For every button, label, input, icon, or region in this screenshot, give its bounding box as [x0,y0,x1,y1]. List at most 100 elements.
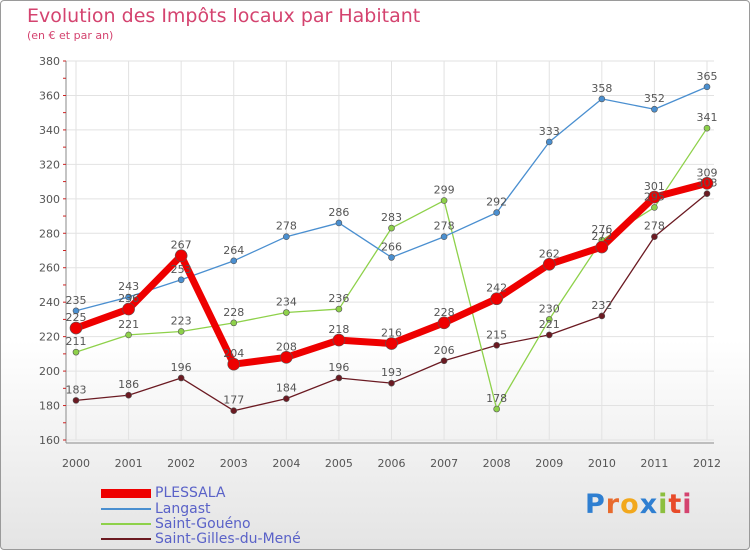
data-point-langast [440,233,448,241]
data-point-plessala [280,351,293,364]
data-label-saint-gou-no: 299 [434,184,455,197]
data-label-langast: 264 [223,244,244,257]
y-tick-label: 260 [39,262,60,275]
data-label-plessala: 301 [644,180,665,193]
logo-letter: r [605,489,621,520]
data-label-saint-gou-no: 221 [118,318,139,331]
data-point-plessala [174,249,188,262]
legend-swatch [101,508,151,510]
data-label-plessala: 228 [434,306,455,319]
chart-subtitle: (en € et par an) [27,29,114,42]
x-tick-label: 2010 [588,457,616,470]
data-label-plessala: 225 [66,311,87,324]
data-label-plessala: 242 [486,282,507,295]
y-tick-label: 380 [39,55,60,68]
x-tick-label: 2007 [430,457,458,470]
data-point-langast [177,276,185,284]
data-point-saint-gilles-du-men- [598,312,606,320]
legend-label: Langast [155,501,211,517]
data-label-saint-gilles-du-men-: 221 [539,318,560,331]
legend-label: PLESSALA [155,485,226,501]
x-tick-label: 2009 [535,457,563,470]
data-point-plessala [542,257,556,271]
data-point-saint-gou-no [651,204,658,211]
x-tick-label: 2006 [378,457,406,470]
chart-title: Evolution des Impôts locaux par Habitant [27,5,421,27]
data-point-saint-gou-no [177,328,185,335]
data-point-langast [545,138,553,146]
data-label-saint-gou-no: 283 [381,211,402,224]
data-label-saint-gilles-du-men-: 186 [118,378,139,391]
legend-item-plessala: PLESSALA [101,485,421,501]
logo-letter: P [585,489,606,520]
data-label-saint-gilles-du-men-: 183 [66,383,87,396]
legend-label: Saint-Gilles-du-Mené [155,531,301,547]
data-label-langast: 286 [328,206,349,219]
data-label-langast: 235 [66,294,87,307]
logo-letter: x [639,489,659,520]
data-label-plessala: 216 [381,327,402,340]
data-label-saint-gilles-du-men-: 184 [276,382,297,395]
data-label-langast: 278 [434,220,455,233]
y-tick-label: 220 [39,331,60,344]
data-point-plessala [332,333,346,347]
data-label-saint-gou-no: 236 [328,292,349,305]
data-label-langast: 292 [486,196,507,209]
legend-swatch [101,488,151,498]
data-label-saint-gilles-du-men-: 303 [697,177,718,190]
data-label-saint-gilles-du-men-: 196 [328,361,349,374]
data-label-saint-gilles-du-men-: 278 [644,220,665,233]
data-point-plessala [648,190,661,204]
y-tick-label: 160 [39,434,60,447]
data-label-langast: 352 [644,92,665,105]
x-tick-label: 2004 [272,457,300,470]
data-point-langast [493,209,500,216]
data-label-saint-gou-no: 230 [539,302,560,315]
data-point-plessala [700,177,714,190]
data-label-saint-gou-no: 295 [644,190,665,203]
logo-letter: o [620,489,640,520]
data-point-langast [598,95,606,103]
data-label-saint-gou-no: 276 [591,223,612,236]
data-point-plessala [490,292,503,306]
data-point-plessala [227,357,241,371]
y-tick-label: 280 [39,227,60,240]
data-label-plessala: 309 [697,166,718,179]
data-point-langast [125,293,132,301]
data-point-saint-gou-no [545,316,553,323]
x-tick-label: 2000 [62,457,90,470]
y-tick-label: 300 [39,193,60,206]
logo-letter: i [682,489,693,520]
data-label-langast: 333 [539,125,560,138]
data-point-langast [703,83,711,91]
legend-item-langast: Langast [101,501,421,517]
data-label-saint-gilles-du-men-: 177 [223,394,244,407]
legend-label: Saint-Gouéno [155,516,251,532]
data-label-langast: 253 [171,263,192,276]
data-point-saint-gou-no [493,405,500,413]
x-tick-label: 2011 [640,457,668,470]
y-tick-label: 320 [39,158,60,171]
data-label-plessala: 262 [539,247,560,260]
data-label-saint-gou-no: 228 [223,306,244,319]
y-tick-label: 180 [39,400,60,413]
data-point-saint-gou-no [440,197,448,204]
x-tick-label: 2002 [167,457,195,470]
data-point-saint-gilles-du-men- [651,233,658,241]
data-label-saint-gou-no: 234 [276,296,297,309]
y-tick-label: 240 [39,296,60,309]
data-point-saint-gilles-du-men- [230,407,238,415]
data-point-saint-gilles-du-men- [703,190,711,197]
x-tick-label: 2012 [693,457,721,470]
data-label-langast: 266 [381,240,402,253]
data-label-langast: 243 [118,280,139,293]
x-tick-label: 2003 [220,457,248,470]
data-label-plessala: 272 [591,230,612,243]
data-label-langast: 358 [591,82,612,95]
data-point-saint-gilles-du-men- [388,379,395,387]
data-point-saint-gilles-du-men- [545,331,553,339]
data-label-plessala: 236 [118,292,139,305]
x-tick-label: 2008 [483,457,511,470]
